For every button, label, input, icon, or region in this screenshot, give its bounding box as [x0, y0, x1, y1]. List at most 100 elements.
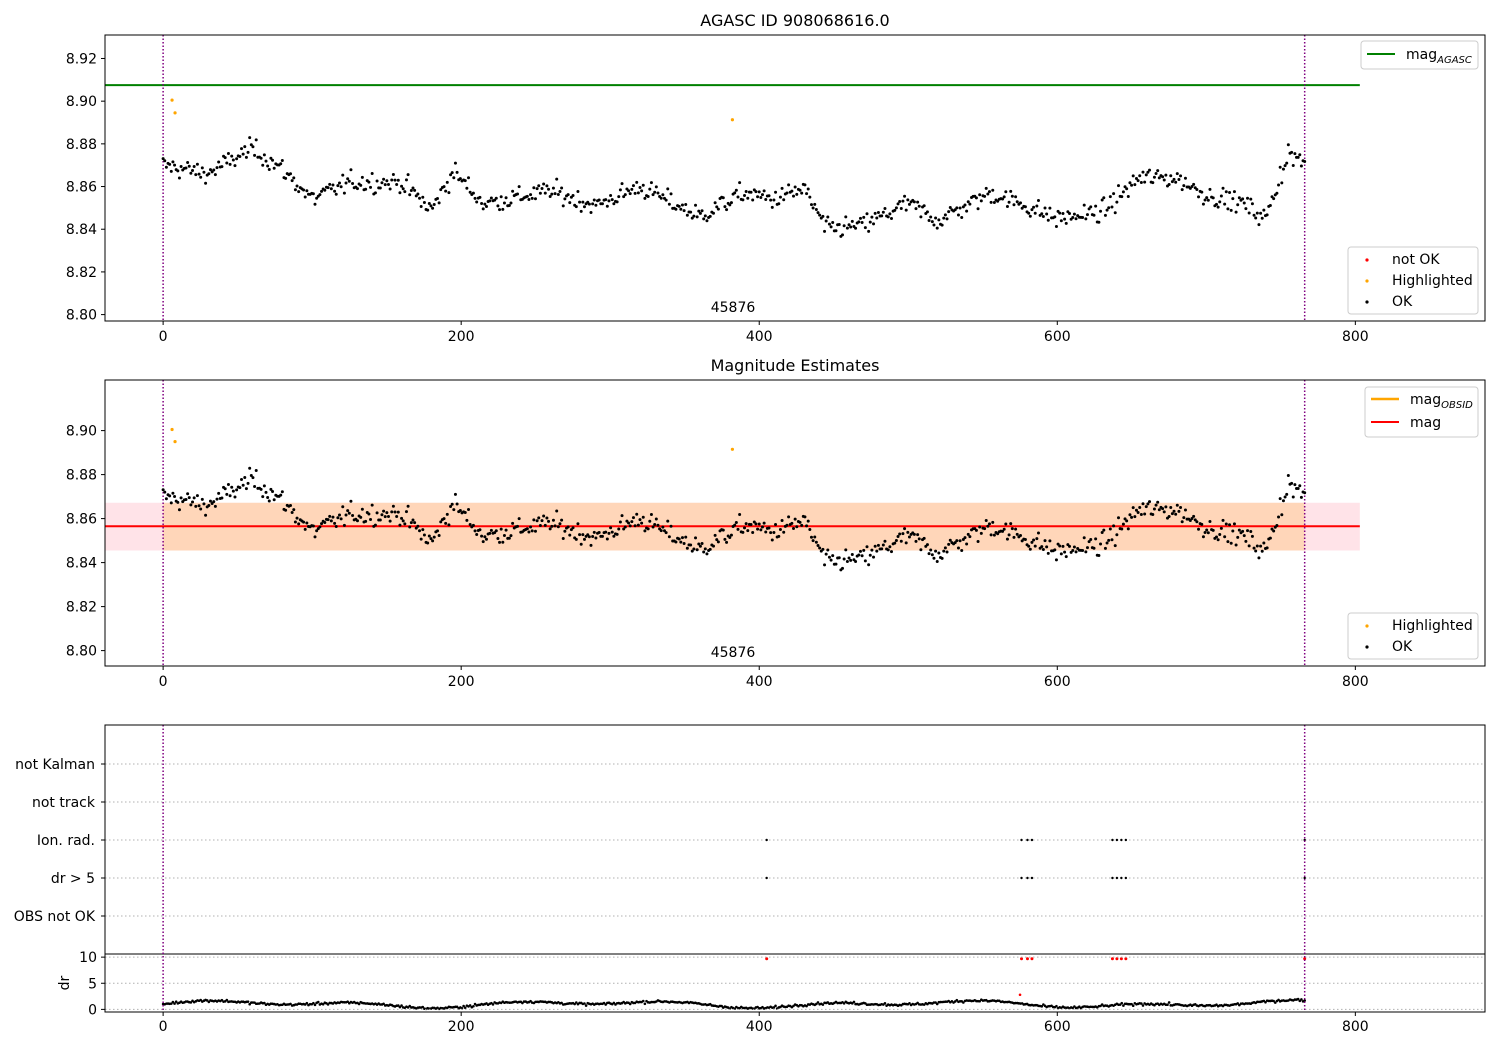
ok-point: [168, 494, 172, 498]
ok-point: [1257, 223, 1261, 227]
ok-point: [1107, 206, 1111, 210]
ok-point: [661, 525, 665, 529]
ok-point: [1236, 535, 1240, 539]
ok-point: [1094, 537, 1098, 541]
ok-point: [1177, 178, 1181, 182]
ok-point: [966, 532, 970, 536]
ok-point: [318, 193, 322, 197]
ok-point: [690, 549, 694, 553]
ok-point: [769, 198, 773, 202]
ok-point: [337, 513, 341, 517]
ok-point: [734, 520, 738, 524]
ok-point: [904, 208, 908, 212]
ok-point: [383, 515, 387, 519]
ok-point: [653, 523, 657, 527]
ok-point: [760, 193, 764, 197]
ok-point: [529, 525, 533, 529]
flag-label: OBS not OK: [14, 909, 96, 925]
ok-point: [556, 192, 560, 196]
ok-point: [334, 192, 338, 196]
ok-point: [502, 201, 506, 205]
ok-point: [553, 524, 557, 528]
ok-point: [468, 190, 472, 194]
ok-point: [612, 202, 616, 206]
ok-point: [734, 188, 738, 192]
ok-point: [369, 517, 373, 521]
ok-point: [1218, 532, 1222, 536]
ok-point: [297, 522, 301, 526]
ok-point: [1043, 539, 1047, 543]
agasc-legend-top: magAGASC: [1360, 40, 1479, 70]
ok-point: [702, 550, 706, 554]
ok-point: [1053, 548, 1057, 552]
ok-point: [896, 202, 900, 206]
ok-point: [751, 530, 755, 534]
ok-point: [927, 552, 931, 556]
ok-point: [1296, 155, 1300, 159]
ok-point: [811, 539, 815, 543]
ok-point: [680, 536, 684, 540]
ok-point: [1108, 195, 1112, 199]
ok-point: [1214, 202, 1218, 206]
ok-point: [795, 192, 799, 196]
ok-point: [280, 158, 284, 162]
ok-point: [1250, 202, 1254, 206]
ok-point: [680, 203, 684, 207]
ok-point: [989, 200, 993, 204]
ok-point: [489, 196, 493, 200]
ok-point: [1291, 495, 1295, 499]
ok-point: [674, 207, 678, 211]
ok-point: [579, 542, 583, 546]
ok-point: [295, 184, 299, 188]
ok-point: [979, 199, 983, 203]
ok-point: [364, 519, 368, 523]
ok-point: [661, 193, 665, 197]
dr-point: [573, 1002, 576, 1006]
ok-point: [912, 200, 916, 204]
ok-point: [738, 513, 742, 517]
ok-point: [176, 500, 180, 504]
ok-point: [863, 226, 867, 230]
ok-point: [628, 524, 632, 528]
ok-point: [532, 186, 536, 190]
ok-point: [1242, 201, 1246, 205]
ok-point: [560, 518, 564, 522]
ok-point: [886, 548, 890, 552]
ok-point: [223, 487, 227, 491]
ok-point: [940, 556, 944, 560]
dr-point: [313, 1003, 317, 1007]
ok-point: [574, 205, 578, 209]
ok-point: [862, 548, 866, 552]
ok-point: [831, 220, 835, 224]
ok-point: [806, 187, 810, 191]
ok-point: [1278, 497, 1282, 501]
ok-point: [623, 525, 627, 529]
ok-point: [328, 182, 332, 186]
ok-point: [1105, 541, 1109, 545]
ok-point: [202, 502, 206, 506]
ok-point: [1161, 175, 1165, 179]
ok-point: [507, 536, 511, 540]
ok-point: [756, 195, 760, 199]
ok-point: [667, 535, 671, 539]
ok-point: [244, 487, 248, 491]
ok-point: [1249, 197, 1253, 201]
ok-point: [966, 200, 970, 204]
ok-point: [1156, 169, 1160, 173]
ok-point: [527, 198, 531, 202]
ok-point: [733, 523, 737, 527]
ok-point: [1089, 205, 1093, 209]
ok-point: [1224, 190, 1228, 194]
ok-point: [816, 543, 820, 547]
dr-point: [1166, 1003, 1169, 1007]
ok-point: [1009, 522, 1013, 526]
ok-point: [824, 552, 828, 556]
ok-point: [331, 183, 335, 187]
ok-point: [1234, 210, 1238, 214]
ok-point: [1192, 182, 1196, 186]
ok-point: [1151, 513, 1155, 517]
ok-point: [1201, 535, 1205, 539]
ok-point: [615, 200, 619, 204]
ok-point: [703, 214, 707, 218]
ok-point: [876, 543, 880, 547]
